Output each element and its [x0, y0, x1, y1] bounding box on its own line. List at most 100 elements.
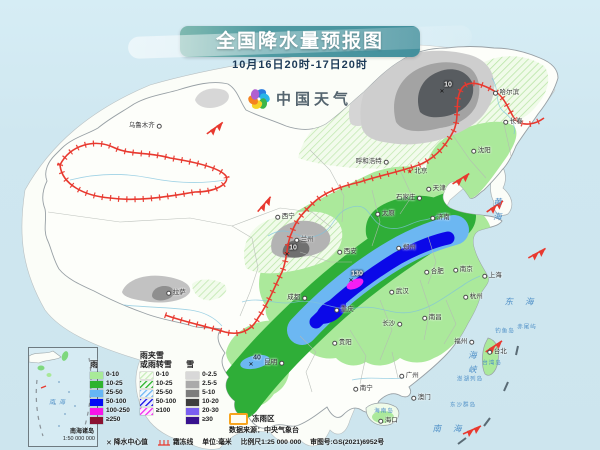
legend-swatch — [186, 408, 200, 415]
legend-row-label: 25-50 — [106, 389, 123, 397]
legend-snow-column: 雪 0-2.5 2.5-5 5-10 10-20 20-30 ≥30 — [186, 352, 219, 424]
legend-row: ≥250 — [90, 417, 130, 424]
city-label: 武汉 — [389, 287, 409, 296]
city-label: 太原 — [375, 209, 395, 218]
city-label: 西宁 — [275, 213, 295, 221]
frost-line-icon — [157, 438, 171, 449]
city-label: 西安 — [337, 248, 357, 256]
legend-snow-title: 雪 — [186, 352, 219, 369]
inset-scale: 1:50 000 000 — [62, 435, 95, 442]
city-dot-icon — [294, 237, 300, 243]
city-dot-icon — [493, 90, 498, 96]
city-name: 太原 — [381, 209, 395, 217]
legend-row: 10-25 — [139, 380, 176, 388]
city-name: 哈尔滨 — [499, 88, 520, 96]
city-name: 长春 — [509, 117, 523, 125]
city-dot-icon — [468, 339, 474, 345]
south-china-sea-inset: 南海 南海诸岛 1:50 000 000 — [28, 347, 98, 447]
legend-row-label: 10-25 — [155, 380, 173, 388]
legend-swatch — [90, 381, 103, 388]
city-label: 哈尔滨 — [493, 88, 520, 97]
logo-petal — [250, 89, 260, 100]
island-label: 东沙群岛 — [449, 402, 477, 409]
city-name: 南京 — [459, 265, 473, 273]
page-title: 全国降水量预报图 — [215, 31, 384, 52]
taiwan-island — [482, 337, 499, 376]
legend-swatch — [90, 408, 103, 415]
precip-center-marker: ✕ — [248, 361, 254, 368]
city-dot-icon — [463, 294, 469, 300]
city-label: 南昌 — [422, 313, 442, 322]
legend-row-label: 10-25 — [106, 380, 123, 388]
legend-swatch — [139, 408, 153, 415]
legend: 雨 0-10 10-25 25-50 50-100 100-250 ≥250 雨夹雪 或雨转雪… — [90, 351, 219, 424]
legend-swatch — [90, 399, 103, 406]
legend-title-line: 雪 — [186, 359, 195, 369]
city-name: 北京 — [414, 167, 428, 175]
legend-swatch — [186, 381, 200, 388]
city-dot-icon — [301, 295, 307, 301]
city-label: 澳门 — [411, 394, 431, 402]
legend-title-line: 或雨转雪 — [139, 359, 172, 369]
city-name: 重庆 — [340, 305, 354, 313]
freezing-rain-swatch — [229, 413, 248, 425]
legend-swatch — [186, 399, 200, 406]
city-name: 石家庄 — [396, 193, 416, 201]
city-name: 上海 — [488, 271, 502, 279]
legend-row-label: 50-100 — [155, 398, 177, 406]
inset-sea-label: 南海 — [49, 399, 70, 406]
legend-swatch — [186, 372, 200, 379]
city-dot-icon — [166, 290, 172, 296]
logo-text: 中国天气 — [275, 90, 353, 108]
city-dot-icon — [426, 186, 432, 192]
city-name: 成都 — [287, 293, 301, 301]
precip-center-marker: ✕ — [348, 277, 354, 284]
legend-footer: ✕ 降水中心值 霜冻线 单位:毫米 比例尺1:25 000 000 审图号:GS(2021… — [106, 438, 384, 449]
legend-row-label: 2.5-5 — [202, 380, 217, 388]
city-name: 乌鲁木齐 — [128, 121, 155, 129]
legend-row-label: 25-50 — [155, 389, 173, 397]
city-dot-icon — [424, 269, 430, 275]
legend-row: 10-20 — [186, 399, 219, 406]
city-name: 福州 — [454, 337, 468, 345]
city-label: 拉萨 — [166, 288, 186, 297]
city-dot-icon — [396, 245, 402, 251]
city-label: 合肥 — [424, 268, 444, 276]
sea-label: 海峡 — [466, 350, 477, 380]
legend-row-label: 0-10 — [155, 371, 169, 379]
city-name: 杭州 — [469, 292, 483, 300]
city-label: 海口 — [378, 417, 398, 425]
title-banner: 全国降水量预报图 — [180, 26, 420, 57]
legend-swatch — [90, 417, 103, 424]
legend-row-label: 10-20 — [202, 398, 219, 406]
island-label: 澎湖列岛 — [456, 376, 484, 383]
city-dot-icon — [411, 395, 417, 401]
legend-row: ≥30 — [186, 417, 219, 424]
sea-label: 东海 — [504, 297, 546, 308]
legend-swatch — [90, 372, 103, 379]
legend-row-label: ≥30 — [202, 416, 213, 424]
capital-star-icon: ★ — [406, 168, 413, 176]
sea-label: 黄海 — [491, 197, 502, 227]
city-name: 南昌 — [428, 313, 442, 321]
city-label: 上海 — [482, 271, 502, 280]
city-name: 武汉 — [395, 287, 409, 295]
legend-rain-title: 雨 — [90, 352, 130, 369]
legend-row: 100-250 — [90, 408, 130, 415]
legend-swatch — [139, 381, 153, 388]
island-label: 台湾岛 — [482, 360, 502, 367]
city-label: 沈阳 — [471, 147, 491, 155]
legend-row-label: ≥250 — [106, 416, 121, 424]
city-dot-icon — [453, 267, 459, 273]
pinwheel-logo-icon — [248, 89, 270, 109]
legend-row: 25-50 — [90, 390, 130, 397]
island-label: 钓鱼岛 — [495, 328, 515, 335]
legend-row: 10-25 — [90, 381, 130, 388]
city-label: 南京 — [453, 265, 473, 274]
china-weather-logo: 中国天气 — [248, 88, 352, 110]
city-dot-icon — [487, 349, 493, 355]
city-label: 台北 — [487, 347, 507, 356]
city-name: 拉萨 — [172, 288, 186, 296]
legend-row: 25-50 — [139, 389, 176, 397]
city-name: 台北 — [493, 347, 507, 355]
